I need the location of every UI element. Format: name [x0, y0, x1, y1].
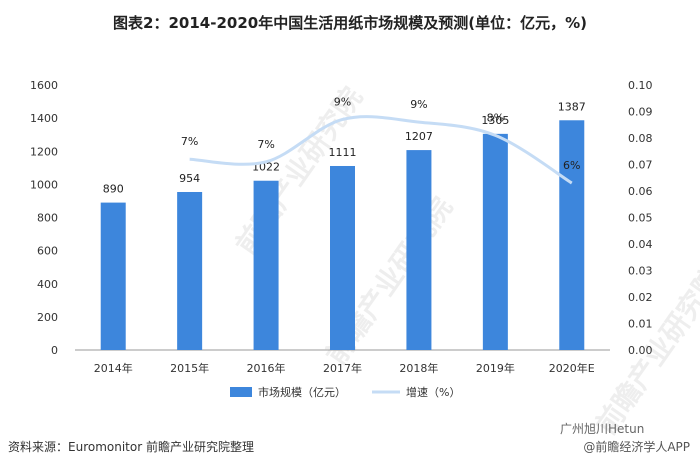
bar — [559, 120, 585, 350]
y-right-tick-label: 0.04 — [628, 238, 653, 251]
bar — [177, 191, 203, 350]
chart-title: 图表2：2014-2020年中国生活用纸市场规模及预测(单位：亿元，%) — [113, 14, 587, 32]
bar — [482, 133, 508, 350]
y-left-tick-label: 200 — [37, 311, 58, 324]
growth-point-label: 9% — [410, 98, 427, 111]
bar — [253, 180, 279, 350]
category-label: 2019年 — [476, 361, 515, 375]
y-left-tick-label: 1200 — [30, 145, 58, 158]
growth-point-label: 6% — [563, 159, 580, 172]
source-note: 资料来源：Euromonitor 前瞻产业研究院整理 — [8, 440, 254, 454]
growth-line — [189, 115, 573, 185]
growth-point-label: 8% — [487, 111, 504, 124]
brand-mid: 广州旭川Hetun — [560, 422, 645, 436]
legend-bar-swatch — [230, 387, 252, 397]
growth-point-label: 7% — [257, 138, 274, 151]
right-axis-ticks: 0.00 0.01 0.02 0.03 0.04 0.05 0.06 0.07 0.08 0.09… — [628, 79, 653, 357]
category-label: 2015年 — [170, 361, 209, 375]
y-left-tick-label: 0 — [51, 344, 58, 357]
y-left-tick-label: 1400 — [30, 112, 58, 125]
y-left-tick-label: 1000 — [30, 178, 58, 191]
bar-value-label: 954 — [179, 172, 200, 185]
category-label: 2016年 — [247, 361, 286, 375]
bar — [406, 150, 432, 350]
y-right-tick-label: 0.07 — [628, 159, 653, 172]
y-left-tick-label: 400 — [37, 278, 58, 291]
bar — [330, 165, 355, 350]
y-right-tick-label: 0.03 — [628, 265, 653, 278]
bar-value-label: 1305 — [481, 114, 509, 127]
legend: 市场规模（亿元） 增速（%） — [230, 385, 460, 399]
category-label: 2014年 — [94, 361, 133, 375]
y-left-tick-label: 600 — [37, 245, 58, 258]
bar — [100, 202, 126, 350]
category-label: 2017年 — [323, 361, 362, 375]
y-right-tick-label: 0.09 — [628, 106, 653, 119]
left-axis-ticks: 0 200 400 600 800 1000 1200 1400 1600 — [30, 79, 58, 357]
y-left-tick-label: 800 — [37, 212, 58, 225]
growth-point-label: 9% — [334, 95, 351, 108]
bar-value-label: 890 — [103, 183, 124, 196]
category-label: 2020年E — [549, 361, 595, 375]
legend-bar-label: 市场规模（亿元） — [258, 385, 346, 399]
growth-point-labels: 7% 7% 9% 9% 8% 6% — [181, 95, 581, 172]
brand-right: @前瞻经济学人APP — [583, 440, 690, 454]
bar-value-label: 1111 — [329, 146, 357, 159]
category-labels: 2014年 2015年 2016年 2017年 2018年 2019年 2020年E — [94, 361, 595, 375]
y-right-tick-label: 0.01 — [628, 318, 653, 331]
y-right-tick-label: 0.05 — [628, 212, 653, 225]
y-left-tick-label: 1600 — [30, 79, 58, 92]
category-label: 2018年 — [399, 361, 438, 375]
y-right-tick-label: 0.06 — [628, 185, 653, 198]
y-right-tick-label: 0.02 — [628, 291, 653, 304]
y-right-tick-label: 0.08 — [628, 132, 653, 145]
growth-point-label: 7% — [181, 135, 198, 148]
y-right-tick-label: 0.10 — [628, 79, 653, 92]
y-right-tick-label: 0.00 — [628, 344, 653, 357]
legend-line-label: 增速（%） — [406, 385, 460, 399]
bar-value-label: 1207 — [405, 130, 433, 143]
bar-series — [100, 120, 585, 350]
bar-value-label: 1387 — [558, 100, 586, 113]
